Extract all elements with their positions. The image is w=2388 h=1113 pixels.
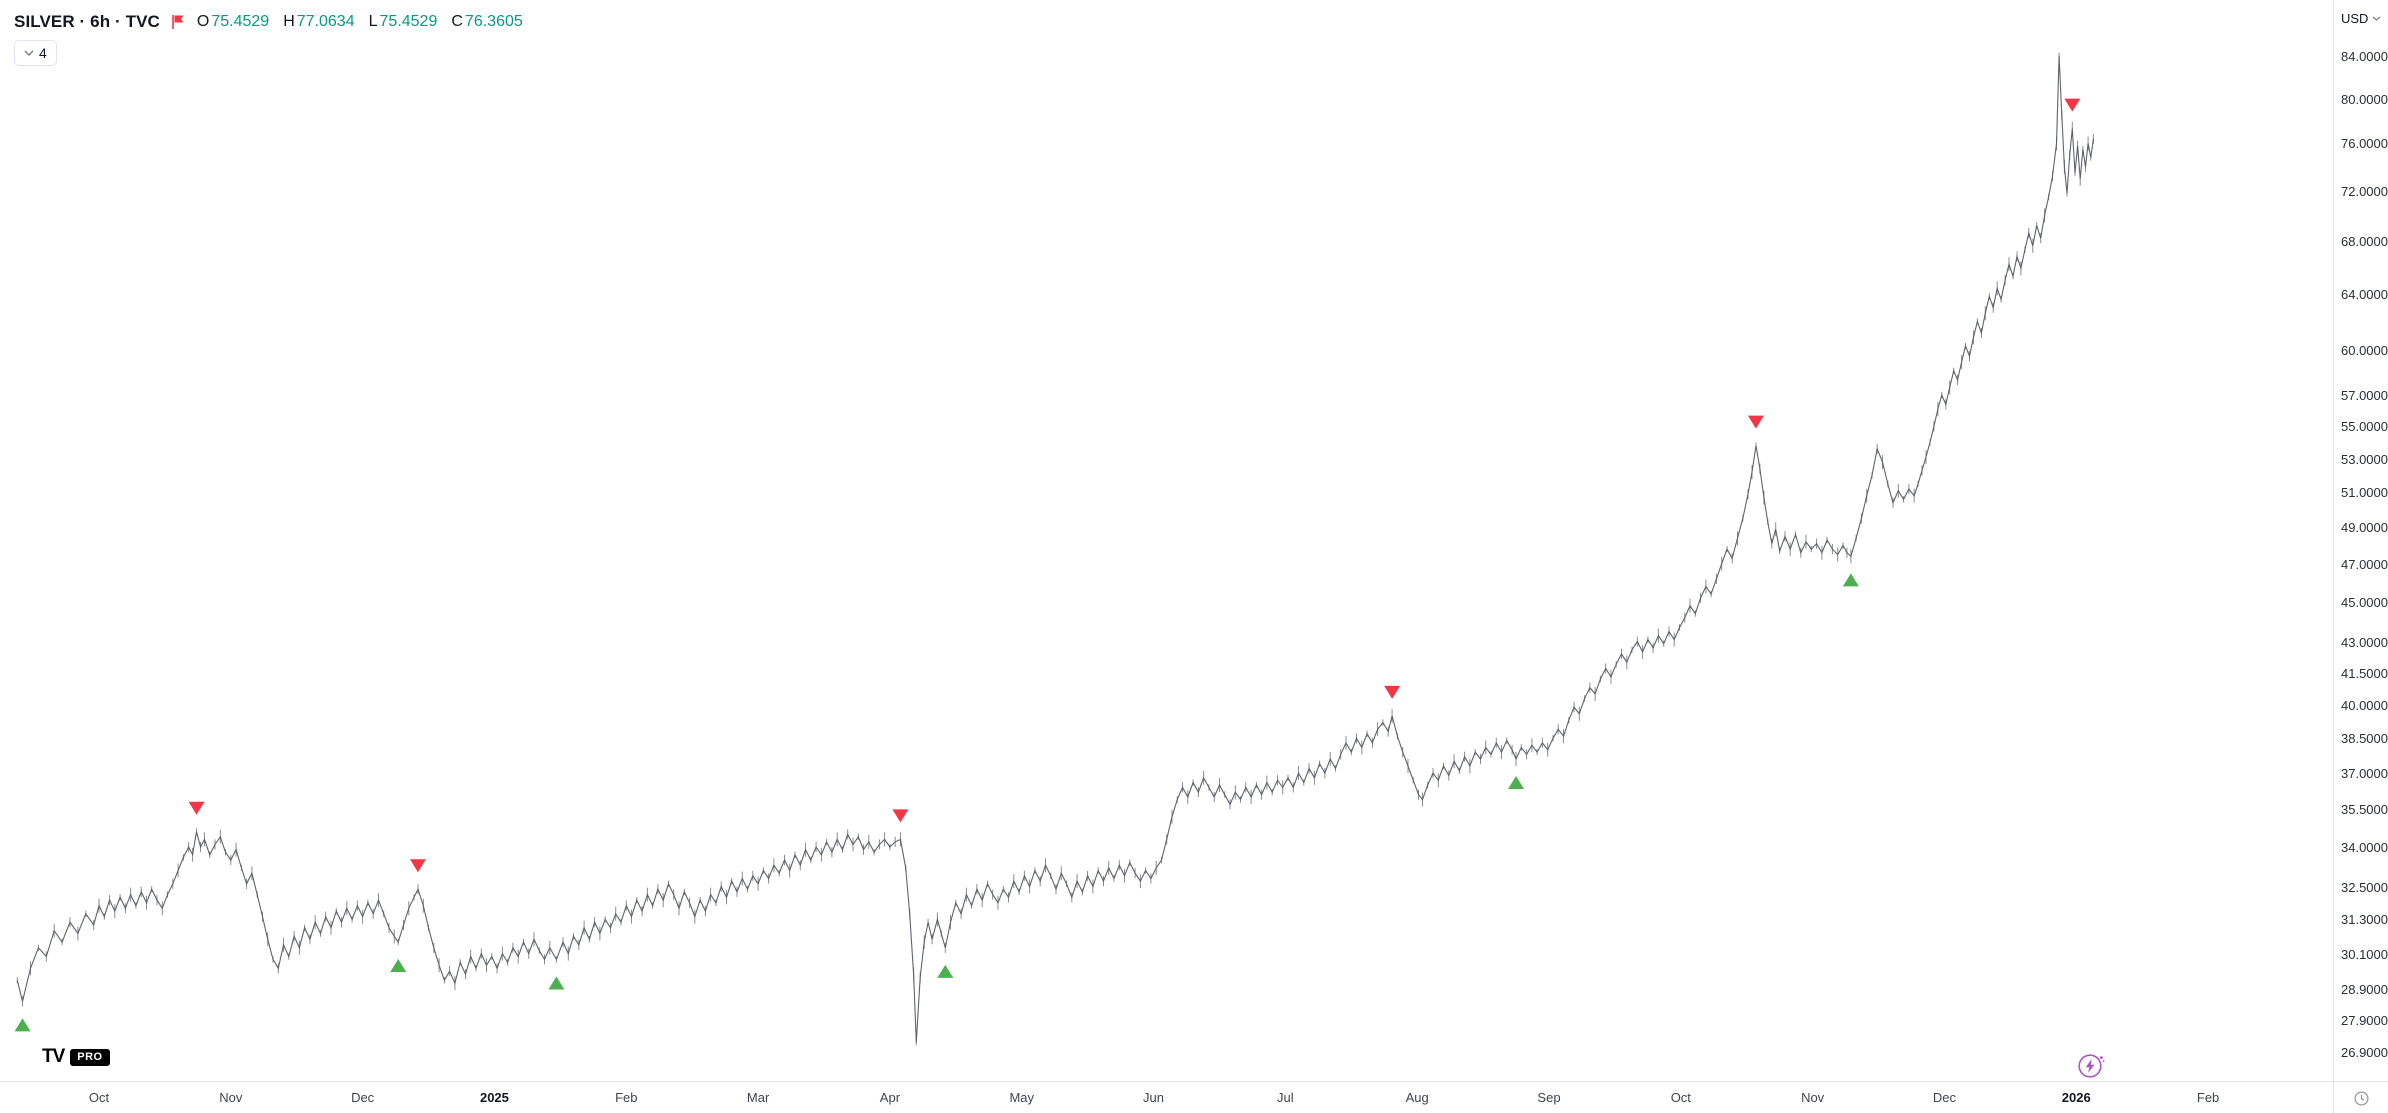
price-tick-label: 38.5000	[2341, 731, 2388, 747]
time-tick-label: Aug	[1405, 1090, 1429, 1105]
object-count: 4	[39, 45, 47, 61]
price-tick-label: 49.0000	[2341, 520, 2388, 536]
ohlc-values: O 75.4529 H 77.0634 L 75.4529 C 76.3605	[197, 13, 523, 31]
price-tick-label: 60.0000	[2341, 343, 2388, 359]
time-tick-label: Dec	[351, 1090, 375, 1105]
chevron-down-icon	[24, 50, 34, 56]
sell-signal-marker[interactable]	[1384, 685, 1401, 699]
chart-legend: SILVER · 6h · TVC O 75.4529 H 77.0634 L …	[14, 12, 523, 32]
time-tick-label: Feb	[615, 1090, 638, 1105]
time-tick-label: Oct	[1670, 1090, 1691, 1105]
sell-signal-marker[interactable]	[188, 801, 205, 815]
price-tick-label: 37.0000	[2341, 766, 2388, 782]
flag-icon[interactable]	[171, 14, 186, 30]
close-value: C 76.3605	[451, 13, 523, 30]
symbol-title[interactable]: SILVER · 6h · TVC	[14, 12, 160, 31]
price-tick-label: 41.5000	[2341, 665, 2388, 681]
chart-pane[interactable]	[0, 0, 2333, 1081]
time-tick-label: Apr	[879, 1090, 901, 1105]
chevron-down-icon	[2373, 16, 2381, 21]
buy-signal-marker[interactable]	[390, 959, 407, 973]
pro-badge: PRO	[70, 1048, 110, 1066]
time-tick-label: Oct	[88, 1090, 110, 1105]
buy-signal-marker[interactable]	[14, 1018, 31, 1032]
time-tick-label: Mar	[746, 1090, 770, 1105]
price-line	[16, 55, 2094, 1043]
low-value: L 75.4529	[368, 13, 438, 30]
price-tick-label: 47.0000	[2341, 556, 2388, 572]
sell-signal-marker[interactable]	[892, 809, 909, 823]
time-tick-label: Jul	[1277, 1090, 1294, 1105]
price-tick-label: 27.9000	[2341, 1012, 2388, 1028]
price-tick-label: 53.0000	[2341, 451, 2388, 467]
price-tick-label: 55.0000	[2341, 419, 2388, 435]
price-tick-label: 30.1000	[2341, 946, 2388, 962]
price-tick-label: 57.0000	[2341, 388, 2388, 404]
price-tick-label: 43.0000	[2341, 634, 2388, 650]
time-axis[interactable]: Oct Nov Dec 2025 Feb Mar Apr May Jun Jul Aug Sep Oct…	[0, 1081, 2333, 1113]
price-tick-label: 72.0000	[2341, 183, 2388, 199]
time-tick-label: Sep	[1537, 1090, 1561, 1105]
object-tree-collapse-button[interactable]: 4	[14, 40, 57, 66]
price-axis[interactable]: 84.0000 80.0000 76.0000 72.0000 68.0000 64.00…	[2333, 0, 2388, 1081]
price-tick-label: 64.0000	[2341, 286, 2388, 302]
sell-signal-marker[interactable]	[409, 859, 426, 873]
price-tick-label: 28.9000	[2341, 982, 2388, 998]
time-tick-label: Jun	[1143, 1090, 1165, 1105]
price-tick-label: 26.9000	[2341, 1044, 2388, 1060]
buy-signal-marker[interactable]	[1842, 573, 1859, 587]
price-tick-label: 35.5000	[2341, 802, 2388, 818]
price-bars	[16, 52, 2094, 1046]
price-tick-label: 34.0000	[2341, 840, 2388, 856]
buy-signal-marker[interactable]	[937, 964, 954, 978]
lightning-icon	[2078, 1054, 2105, 1078]
tv-logo-mark: TV	[42, 1046, 65, 1067]
price-tick-label: 32.5000	[2341, 879, 2388, 895]
time-tick-label: Nov	[1801, 1090, 1825, 1105]
price-tick-label: 31.3000	[2341, 912, 2388, 928]
sell-signal-marker[interactable]	[2064, 98, 2081, 112]
time-tick-label: Dec	[1932, 1090, 1957, 1105]
price-tick-label: 45.0000	[2341, 594, 2388, 610]
time-tick-label: 2026	[2061, 1090, 2091, 1105]
price-tick-label: 84.0000	[2341, 48, 2388, 64]
time-tick-label: Feb	[2196, 1090, 2220, 1105]
price-tick-label: 76.0000	[2341, 136, 2388, 152]
ai-spark-button[interactable]	[2076, 1051, 2106, 1081]
time-tick-label: May	[1009, 1090, 1034, 1105]
price-tick-label: 68.0000	[2341, 233, 2388, 249]
price-chart-svg	[14, 52, 2094, 1046]
sell-signal-marker[interactable]	[1747, 415, 1764, 429]
price-tick-label: 40.0000	[2341, 697, 2388, 713]
currency-selector[interactable]: USD	[2341, 11, 2381, 26]
tradingview-logo[interactable]: TV PRO	[42, 1046, 110, 1068]
clock-icon	[2354, 1090, 2369, 1106]
price-tick-label: 51.0000	[2341, 485, 2388, 501]
high-value: H 77.0634	[283, 13, 355, 30]
buy-signal-marker[interactable]	[548, 976, 565, 990]
time-tick-label: Nov	[219, 1090, 243, 1105]
open-value: O 75.4529	[196, 13, 270, 30]
axis-corner[interactable]	[2333, 1081, 2388, 1113]
price-tick-label: 80.0000	[2341, 91, 2388, 107]
buy-signal-marker[interactable]	[1508, 776, 1525, 790]
time-tick-label: 2025	[479, 1090, 509, 1105]
